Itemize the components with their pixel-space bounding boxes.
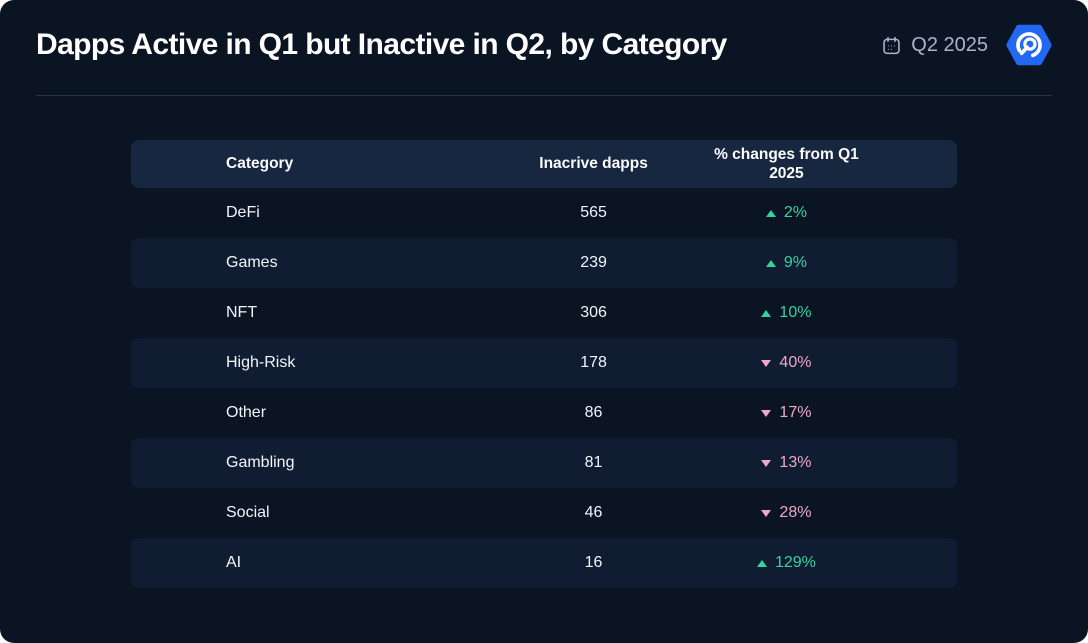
change-value: 129% [774, 554, 816, 571]
triangle-up-icon [765, 209, 776, 217]
column-header-inactive-dapps: Inacrive dapps [539, 155, 648, 172]
divider [36, 95, 1052, 96]
change-cell: 2% [668, 204, 957, 222]
inactive-dapps-cell: 46 [584, 504, 603, 521]
category-cell: NFT [226, 304, 258, 321]
category-cell: Games [226, 254, 278, 271]
change-cell: 10% [668, 304, 957, 322]
table-row: Social 46 28% [131, 488, 957, 538]
inactive-dapps-cell: 239 [580, 254, 607, 271]
change-cell: 40% [668, 354, 957, 372]
header-right: Q2 2025 [881, 22, 1052, 68]
triangle-down-icon [761, 509, 772, 517]
inactive-dapps-cell: 306 [580, 304, 607, 321]
change-value: 17% [779, 404, 812, 421]
change-value: 40% [779, 354, 812, 371]
period-label: Q2 2025 [911, 33, 988, 56]
triangle-down-icon [761, 459, 772, 467]
inactive-dapps-cell: 81 [584, 454, 603, 471]
inactive-dapps-cell: 16 [584, 554, 603, 571]
table-row: NFT 306 10% [131, 288, 957, 338]
table-header-row: Category Inacrive dapps % changes from Q… [131, 140, 957, 188]
period-badge: Q2 2025 [881, 34, 988, 57]
table-row: Games 239 9% [131, 238, 957, 288]
inactive-dapps-cell: 178 [580, 354, 607, 371]
inactive-dapps-cell: 86 [584, 404, 603, 421]
change-value: 10% [779, 304, 812, 321]
change-cell: 129% [668, 554, 957, 572]
change-value: 28% [779, 504, 812, 521]
table-row: AI 16 129% [131, 538, 957, 588]
change-cell: 9% [668, 254, 957, 272]
column-header-change: % changes from Q1 2025 [668, 145, 957, 184]
column-header-category: Category [226, 155, 294, 172]
calendar-icon [881, 35, 902, 56]
dappradar-logo [1006, 22, 1052, 68]
table-row: High-Risk 178 40% [131, 338, 957, 388]
category-cell: Gambling [226, 454, 295, 471]
table-row: Gambling 81 13% [131, 438, 957, 488]
triangle-up-icon [756, 559, 767, 567]
table-body: DeFi 565 2% Games 239 9% NFT 306 10% Hig… [131, 188, 957, 588]
category-cell: Other [226, 404, 267, 421]
page-title: Dapps Active in Q1 but Inactive in Q2, b… [36, 28, 727, 61]
triangle-down-icon [761, 409, 772, 417]
triangle-up-icon [761, 309, 772, 317]
change-cell: 17% [668, 404, 957, 422]
change-cell: 28% [668, 504, 957, 522]
triangle-up-icon [765, 259, 776, 267]
change-cell: 13% [668, 454, 957, 472]
category-cell: Social [226, 504, 270, 521]
triangle-down-icon [761, 359, 772, 367]
column-header-change-label: % changes from Q1 2025 [714, 145, 859, 182]
change-value: 2% [783, 204, 807, 221]
table-row: DeFi 565 2% [131, 188, 957, 238]
inactive-dapps-cell: 565 [580, 204, 607, 221]
data-table: Category Inacrive dapps % changes from Q… [131, 140, 957, 588]
header: Dapps Active in Q1 but Inactive in Q2, b… [0, 0, 1088, 68]
category-cell: DeFi [226, 204, 260, 221]
change-value: 13% [779, 454, 812, 471]
category-cell: AI [226, 554, 242, 571]
table-row: Other 86 17% [131, 388, 957, 438]
category-cell: High-Risk [226, 354, 296, 371]
change-value: 9% [783, 254, 807, 271]
